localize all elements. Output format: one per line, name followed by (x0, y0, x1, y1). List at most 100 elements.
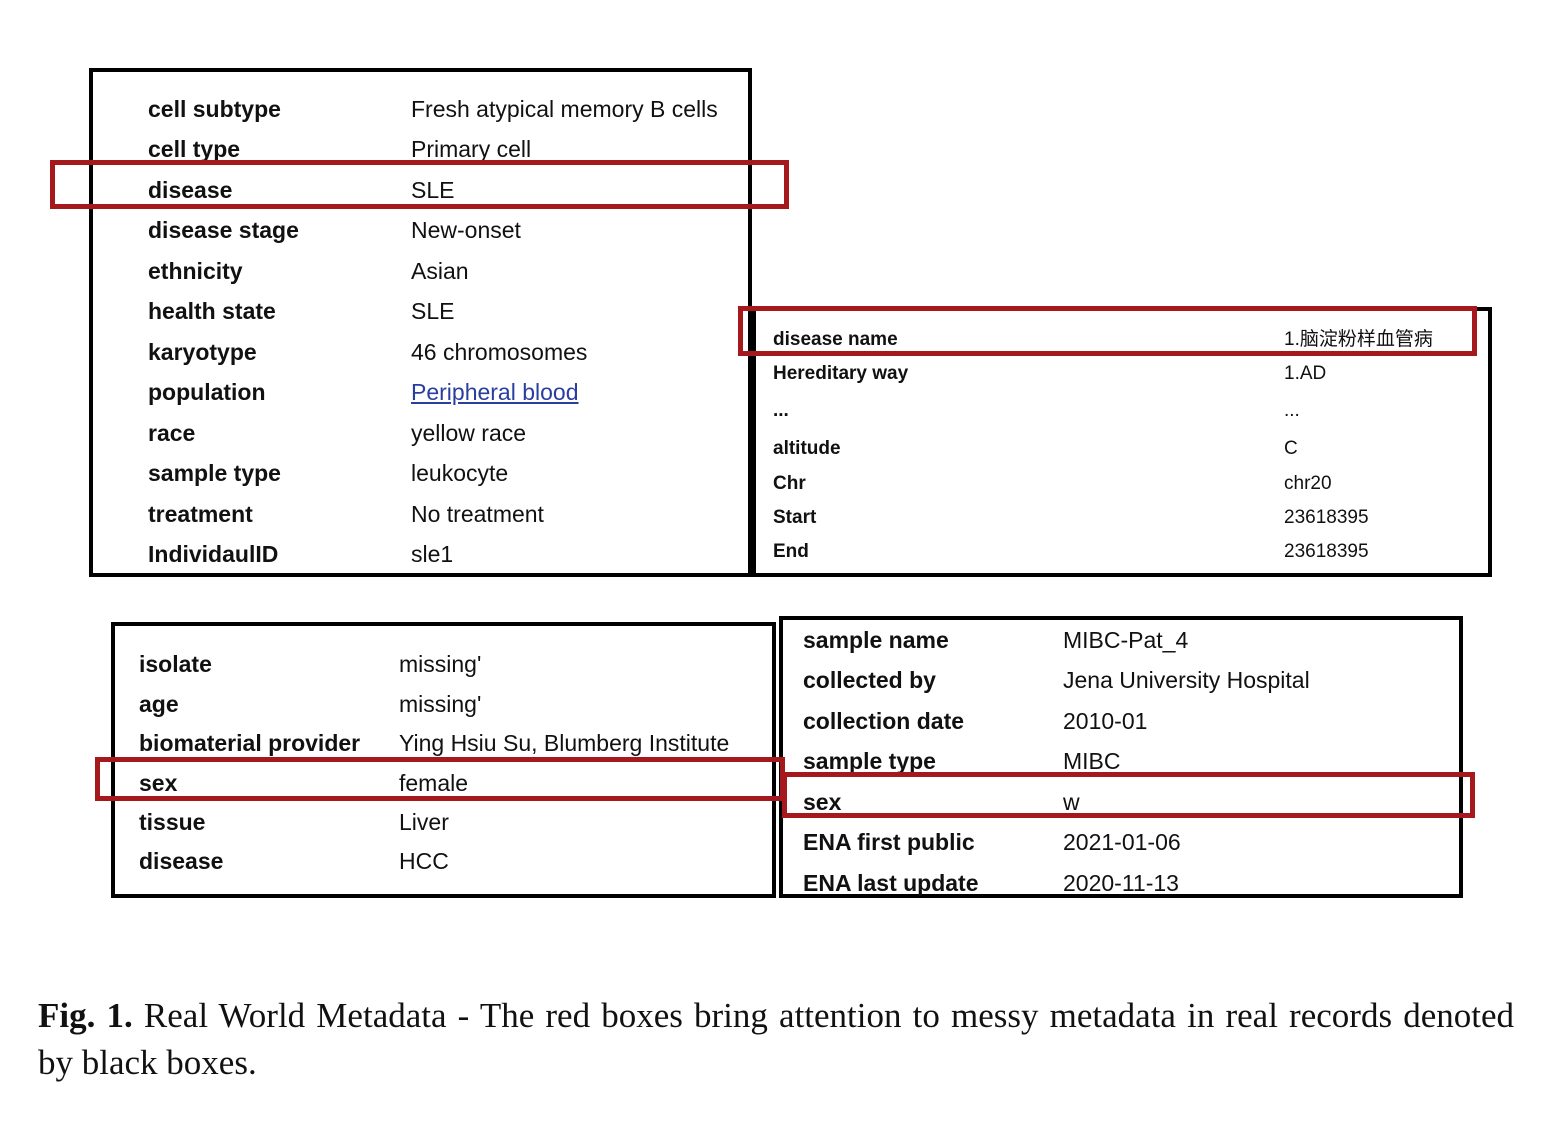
field-key: Start (773, 507, 817, 528)
field-key: biomaterial provider (139, 730, 361, 756)
record-row: cell subtype Fresh atypical memory B cel… (93, 89, 748, 129)
record-row: disease HCC (115, 841, 772, 881)
field-value: MIBC-Pat_4 (1063, 627, 1189, 653)
record-row: population Peripheral blood (93, 372, 748, 412)
record-row: disease name 1.脑淀粉样血管病 (756, 323, 1488, 357)
field-key: ... (773, 400, 789, 421)
record-row: IndividaulID sle1 (93, 534, 748, 574)
record-row: altitude C (756, 432, 1488, 466)
record-row: race yellow race (93, 413, 748, 453)
field-key: treatment (148, 501, 253, 527)
figure-caption: Fig. 1. Real World Metadata - The red bo… (38, 992, 1514, 1086)
record-row: sample type leukocyte (93, 453, 748, 493)
record-row: health state SLE (93, 291, 748, 331)
record-box-bladder-sample: sample name MIBC-Pat_4 collected by Jena… (779, 616, 1463, 898)
field-key: ENA last update (803, 870, 979, 896)
record-row: sex w (783, 782, 1459, 822)
field-key: ENA first public (803, 829, 975, 855)
field-key: disease stage (148, 217, 299, 243)
field-value: Primary cell (411, 136, 532, 162)
field-value: 2021-01-06 (1063, 829, 1181, 855)
field-key: altitude (773, 438, 841, 459)
field-value: 2020-11-13 (1063, 870, 1179, 896)
field-key: disease (148, 177, 233, 203)
field-value: No treatment (411, 501, 544, 527)
record-row: ... ... (756, 394, 1488, 428)
field-key: collected by (803, 667, 936, 693)
field-value: New-onset (411, 217, 521, 243)
record-row: sample name MIBC-Pat_4 (783, 620, 1459, 660)
record-row: sample type MIBC (783, 741, 1459, 781)
field-value: sle1 (411, 541, 454, 567)
record-row: ENA first public 2021-01-06 (783, 822, 1459, 862)
record-row: cell type Primary cell (93, 129, 748, 169)
record-row: Start 23618395 (756, 501, 1488, 535)
record-row: Chr chr20 (756, 467, 1488, 501)
field-key: sex (803, 789, 842, 815)
field-key: population (148, 379, 266, 405)
record-row: sex female (115, 763, 772, 803)
field-key: IndividaulID (148, 541, 279, 567)
field-key: sample name (803, 627, 949, 653)
field-value: missing' (399, 691, 482, 717)
field-key: health state (148, 298, 276, 324)
field-value: missing' (399, 651, 482, 677)
record-row: End 23618395 (756, 535, 1488, 569)
field-value-link[interactable]: Peripheral blood (411, 379, 579, 405)
field-key: ethnicity (148, 258, 243, 284)
field-value: C (1284, 438, 1298, 459)
record-row: ENA last update 2020-11-13 (783, 863, 1459, 903)
field-value: 23618395 (1284, 541, 1369, 562)
record-row: treatment No treatment (93, 494, 748, 534)
field-value: 46 chromosomes (411, 339, 588, 365)
record-box-disease-variant: disease name 1.脑淀粉样血管病 Hereditary way 1.… (752, 307, 1492, 577)
field-value: SLE (411, 298, 455, 324)
field-key: disease name (773, 329, 898, 350)
field-value: Liver (399, 809, 449, 835)
field-key: End (773, 541, 809, 562)
record-row: karyotype 46 chromosomes (93, 332, 748, 372)
figure-label: Fig. 1. (38, 996, 133, 1035)
field-key: tissue (139, 809, 206, 835)
record-row: biomaterial provider Ying Hsiu Su, Blumb… (115, 723, 772, 763)
record-row: disease SLE (93, 170, 748, 210)
record-row: Hereditary way 1.AD (756, 357, 1488, 391)
field-key: disease (139, 848, 224, 874)
record-row: collected by Jena University Hospital (783, 660, 1459, 700)
field-value: ... (1284, 400, 1300, 421)
field-key: cell subtype (148, 96, 281, 122)
field-key: karyotype (148, 339, 257, 365)
field-value: 1.AD (1284, 363, 1327, 384)
field-value: yellow race (411, 420, 527, 446)
field-key: race (148, 420, 196, 446)
record-row: disease stage New-onset (93, 210, 748, 250)
field-key: cell type (148, 136, 241, 162)
field-value: Asian (411, 258, 469, 284)
field-key: age (139, 691, 179, 717)
field-key: sample type (148, 460, 281, 486)
field-value: chr20 (1284, 473, 1332, 494)
field-value: SLE (411, 177, 455, 203)
record-box-liver-sample: isolate missing' age missing' biomateria… (111, 622, 776, 898)
field-key: Chr (773, 473, 806, 494)
record-row: collection date 2010-01 (783, 701, 1459, 741)
field-value: female (399, 770, 469, 796)
record-row: isolate missing' (115, 644, 772, 684)
field-value: Ying Hsiu Su, Blumberg Institute (399, 730, 730, 756)
field-value: HCC (399, 848, 449, 874)
field-value: 1.脑淀粉样血管病 (1284, 329, 1433, 350)
record-box-cell-metadata: cell subtype Fresh atypical memory B cel… (89, 68, 752, 577)
record-row: age missing' (115, 684, 772, 724)
field-value: MIBC (1063, 748, 1121, 774)
field-key: isolate (139, 651, 212, 677)
field-value: 23618395 (1284, 507, 1369, 528)
field-key: sex (139, 770, 178, 796)
field-value: leukocyte (411, 460, 509, 486)
field-key: sample type (803, 748, 936, 774)
field-key: collection date (803, 708, 965, 734)
record-row: ethnicity Asian (93, 251, 748, 291)
figure-caption-text: Real World Metadata - The red boxes brin… (38, 996, 1514, 1082)
field-value: Fresh atypical memory B cells (411, 96, 718, 122)
record-row: tissue Liver (115, 802, 772, 842)
field-value: 2010-01 (1063, 708, 1148, 734)
